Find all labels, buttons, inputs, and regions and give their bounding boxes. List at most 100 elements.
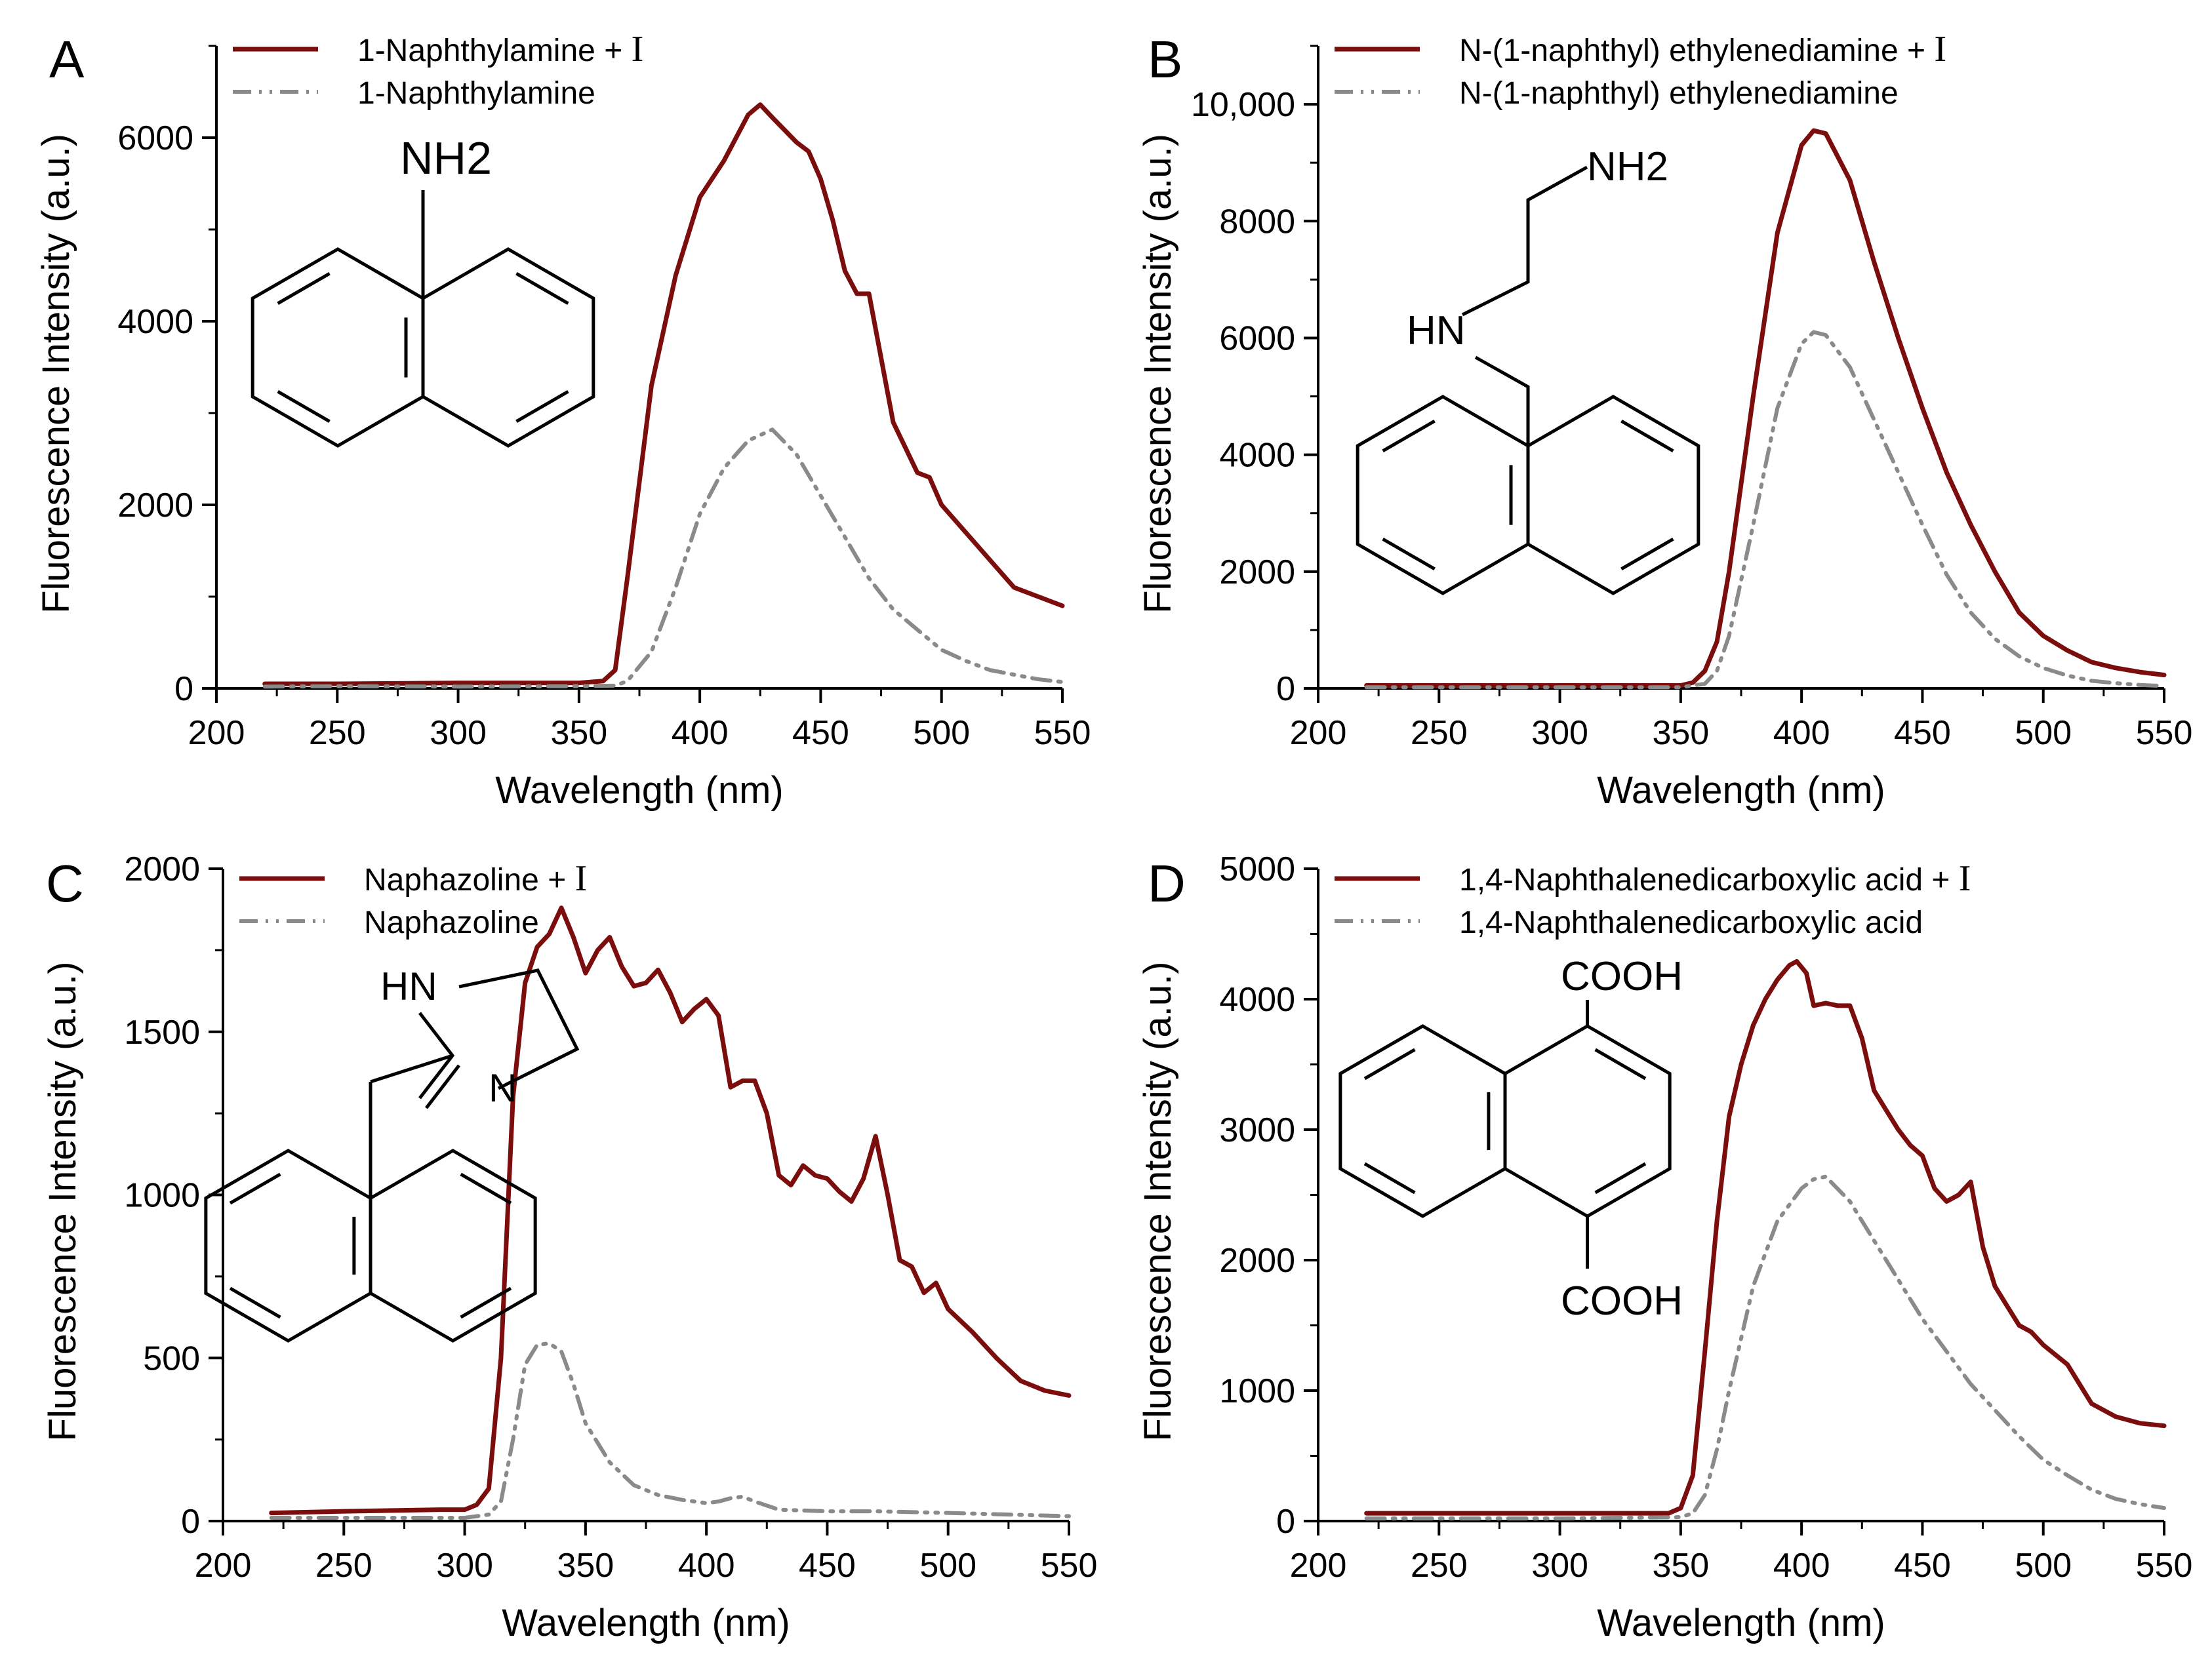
y-axis-title: Fluorescence Intensity (a.u.) (35, 134, 77, 614)
ethylenediamine-chain (1461, 165, 1588, 446)
secondary-amine-label: HN (1407, 308, 1466, 353)
x-tick-label: 350 (557, 1547, 614, 1585)
x-tick-label: 400 (672, 714, 729, 752)
y-tick-label: 10,000 (1191, 86, 1295, 124)
reagent-symbol: I (1934, 29, 1946, 69)
legend-label-text: 1-Naphthylamine (357, 76, 595, 111)
y-tick-label: 0 (181, 1503, 200, 1541)
x-tick-label: 250 (309, 714, 366, 752)
panel-d: D 200 250 300 350 400 450 500 550 0 1000 2000 3000 4… (1136, 850, 2192, 1644)
legend-label: Naphazoline + I (364, 858, 587, 899)
series-line-without-reagent (262, 427, 1064, 689)
naphthalene-rings (1356, 395, 1700, 595)
x-tick-label: 450 (1894, 714, 1951, 752)
x-tick-label: 400 (1773, 714, 1830, 752)
y-tick-label: 2000 (1219, 1242, 1295, 1280)
x-tick-label: 350 (1652, 714, 1709, 752)
naphthalene-rings (1338, 1024, 1672, 1218)
x-tick-label: 300 (436, 1547, 493, 1585)
legend-label-text: 1,4-Naphthalenedicarboxylic acid (1459, 905, 1923, 940)
x-tick-label: 400 (678, 1547, 735, 1585)
x-tick-label: 350 (1652, 1547, 1709, 1585)
legend-label: 1,4-Naphthalenedicarboxylic acid + I (1459, 858, 1971, 899)
y-axis-title: Fluorescence Intensity (a.u.) (1136, 962, 1179, 1442)
x-tick-label: 250 (315, 1547, 372, 1585)
x-tick-label: 550 (2136, 714, 2193, 752)
y-axis-title: Fluorescence Intensity (a.u.) (1136, 134, 1179, 614)
x-tick-label: 500 (2015, 1547, 2072, 1585)
series-line-with-reagent (1364, 128, 2167, 688)
n-label: N (489, 1066, 517, 1110)
y-tick-label: 500 (143, 1339, 200, 1377)
legend-label-text: Naphazoline + (364, 863, 575, 898)
x-tick-label: 550 (1034, 714, 1091, 752)
x-tick-label: 500 (913, 714, 970, 752)
naphthalene-rings (251, 247, 595, 448)
x-tick-label: 250 (1411, 714, 1468, 752)
y-tick-label: 2000 (1219, 553, 1295, 591)
y-axis-title: Fluorescence Intensity (a.u.) (41, 962, 84, 1442)
y-tick-label: 4000 (117, 303, 193, 341)
panel-label: A (49, 30, 85, 89)
imidazoline-ring (369, 968, 580, 1198)
legend-label-text: 1-Naphthylamine + (357, 33, 632, 68)
x-tick-label: 550 (2136, 1547, 2193, 1585)
y-tick-label: 6000 (1219, 319, 1295, 357)
y-tick-label: 3000 (1219, 1111, 1295, 1149)
legend-label-text: 1,4-Naphthalenedicarboxylic acid + (1459, 863, 1959, 898)
x-tick-label: 250 (1411, 1547, 1468, 1585)
y-tick-label: 4000 (1219, 437, 1295, 475)
y-tick-label: 0 (174, 670, 193, 708)
panel-label: B (1148, 30, 1182, 89)
carboxyl-bottom-label: COOH (1561, 1278, 1683, 1324)
legend-label-text: Naphazoline (364, 905, 539, 940)
legend-label: N-(1-naphthyl) ethylenediamine (1459, 76, 1899, 111)
legend-label-text: N-(1-naphthyl) ethylenediamine (1459, 76, 1899, 111)
reagent-symbol: I (1959, 858, 1971, 899)
x-tick-label: 200 (195, 1547, 252, 1585)
amine-group-label: NH2 (1587, 144, 1668, 189)
x-axis-title: Wavelength (nm) (1597, 1602, 1885, 1644)
panel-label: D (1148, 854, 1186, 913)
x-axis-title: Wavelength (nm) (1597, 769, 1885, 812)
x-tick-label: 450 (799, 1547, 856, 1585)
y-tick-label: 1500 (124, 1014, 200, 1052)
hn-label: HN (380, 964, 437, 1008)
x-axis-title: Wavelength (nm) (502, 1602, 790, 1644)
carboxyl-top-label: COOH (1561, 954, 1683, 999)
x-tick-label: 450 (792, 714, 849, 752)
series-line-without-reagent (1364, 330, 2166, 690)
x-axis-title: Wavelength (nm) (495, 769, 783, 812)
x-tick-label: 200 (1290, 1547, 1347, 1585)
panel-a: A NH2 200 250 300 350 400 450 500 550 0 2000 4000 6… (35, 29, 1091, 812)
x-tick-label: 200 (1290, 714, 1347, 752)
series-line-with-reagent (269, 905, 1072, 1516)
x-tick-label: 300 (1531, 714, 1588, 752)
legend-label: 1-Naphthylamine + I (357, 29, 643, 69)
panel-label: C (46, 854, 84, 913)
x-tick-label: 350 (550, 714, 607, 752)
amine-group-label: NH2 (400, 132, 492, 184)
x-tick-label: 300 (1531, 1547, 1588, 1585)
reagent-symbol: I (632, 29, 644, 69)
x-tick-label: 200 (188, 714, 245, 752)
legend-label: 1-Naphthylamine (357, 76, 595, 111)
x-tick-label: 450 (1894, 1547, 1951, 1585)
x-tick-label: 400 (1773, 1547, 1830, 1585)
y-tick-label: 4000 (1219, 981, 1295, 1019)
y-tick-label: 0 (1276, 1503, 1295, 1541)
y-tick-label: 8000 (1219, 203, 1295, 241)
x-tick-label: 550 (1041, 1547, 1098, 1585)
x-tick-label: 300 (430, 714, 487, 752)
y-tick-label: 2000 (124, 850, 200, 888)
legend-label-text: N-(1-naphthyl) ethylenediamine + (1459, 33, 1934, 68)
legend-label: 1,4-Naphthalenedicarboxylic acid (1459, 905, 1923, 940)
legend-label: N-(1-naphthyl) ethylenediamine + I (1459, 29, 1946, 69)
series-line-with-reagent (1364, 959, 2167, 1516)
x-tick-label: 500 (919, 1547, 976, 1585)
y-tick-label: 0 (1276, 670, 1295, 708)
series-line-without-reagent (269, 1341, 1071, 1520)
y-tick-label: 2000 (117, 486, 193, 525)
y-tick-label: 6000 (117, 119, 193, 157)
